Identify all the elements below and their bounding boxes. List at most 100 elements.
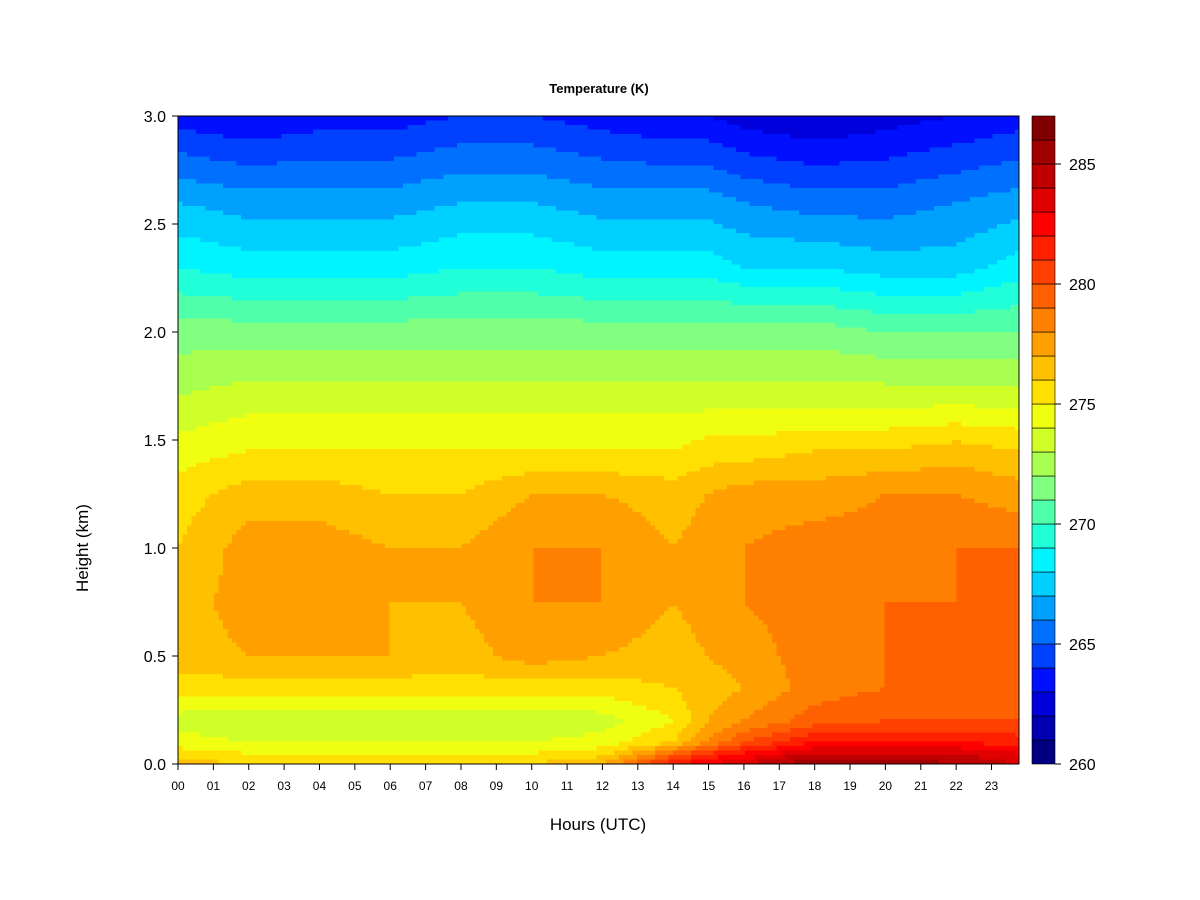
heatmap-cell bbox=[209, 462, 215, 468]
heatmap-cell bbox=[227, 714, 233, 720]
heatmap-cell bbox=[259, 683, 264, 688]
heatmap-cell bbox=[313, 453, 318, 459]
heatmap-cell bbox=[209, 390, 215, 396]
heatmap-cell bbox=[272, 530, 278, 535]
heatmap-cell bbox=[322, 201, 327, 207]
heatmap-cell bbox=[187, 242, 192, 247]
heatmap-cell bbox=[209, 152, 215, 157]
heatmap-cell bbox=[308, 363, 314, 369]
heatmap-cell bbox=[290, 219, 296, 225]
heatmap-cell bbox=[187, 444, 192, 450]
heatmap-cell bbox=[250, 134, 255, 139]
heatmap-cell bbox=[322, 341, 327, 346]
heatmap-cell bbox=[182, 165, 188, 171]
heatmap-cell bbox=[232, 548, 237, 553]
heatmap-cell bbox=[191, 354, 197, 360]
heatmap-cell bbox=[299, 669, 305, 675]
heatmap-cell bbox=[295, 548, 300, 553]
heatmap-cell bbox=[322, 179, 327, 184]
heatmap-cell bbox=[245, 552, 251, 558]
heatmap-cell bbox=[313, 611, 318, 616]
heatmap-cell bbox=[245, 413, 251, 418]
heatmap-cell bbox=[295, 678, 300, 684]
heatmap-cell bbox=[313, 647, 318, 652]
heatmap-cell bbox=[277, 431, 282, 436]
heatmap-cell bbox=[290, 584, 296, 589]
heatmap-cell bbox=[200, 192, 206, 198]
heatmap-cell bbox=[272, 701, 278, 706]
heatmap-cell bbox=[241, 597, 246, 603]
heatmap-cell bbox=[191, 296, 197, 301]
heatmap-cell bbox=[191, 687, 197, 693]
heatmap-cell bbox=[191, 449, 197, 454]
heatmap-cell bbox=[277, 561, 282, 567]
heatmap-cell bbox=[326, 516, 332, 522]
heatmap-cell bbox=[299, 174, 305, 180]
heatmap-cell bbox=[263, 593, 269, 598]
heatmap-cell bbox=[322, 138, 327, 144]
heatmap-cell bbox=[214, 354, 219, 360]
heatmap-cell bbox=[326, 579, 332, 585]
heatmap-cell bbox=[290, 435, 296, 441]
heatmap-cell bbox=[209, 683, 215, 688]
heatmap-cell bbox=[236, 624, 242, 630]
heatmap-cell bbox=[250, 179, 255, 184]
heatmap-cell bbox=[250, 300, 255, 306]
heatmap-cell bbox=[268, 296, 273, 301]
heatmap-cell bbox=[254, 435, 260, 441]
heatmap-cell bbox=[245, 192, 251, 198]
heatmap-cell bbox=[187, 129, 192, 135]
heatmap-cell bbox=[232, 552, 237, 558]
heatmap-cell bbox=[254, 458, 260, 463]
heatmap-cell bbox=[308, 255, 314, 261]
heatmap-cell bbox=[313, 633, 318, 639]
heatmap-cell bbox=[236, 471, 242, 477]
heatmap-cell bbox=[272, 741, 278, 747]
heatmap-cell bbox=[227, 377, 233, 382]
heatmap-cell bbox=[209, 161, 215, 166]
heatmap-cell bbox=[205, 336, 210, 342]
heatmap-cell bbox=[241, 611, 246, 616]
heatmap-cell bbox=[295, 521, 300, 526]
heatmap-cell bbox=[227, 597, 233, 603]
heatmap-cell bbox=[299, 152, 305, 157]
heatmap-cell bbox=[178, 615, 183, 621]
heatmap-cell bbox=[209, 746, 215, 751]
heatmap-cell bbox=[322, 498, 327, 504]
heatmap-cell bbox=[268, 611, 273, 616]
heatmap-cell bbox=[317, 269, 323, 274]
heatmap-cell bbox=[182, 233, 188, 238]
heatmap-cell bbox=[250, 620, 255, 625]
heatmap-cell bbox=[209, 422, 215, 427]
heatmap-cell bbox=[182, 386, 188, 391]
heatmap-cell bbox=[250, 710, 255, 715]
heatmap-cell bbox=[272, 345, 278, 351]
heatmap-cell bbox=[313, 606, 318, 612]
heatmap-cell bbox=[196, 444, 201, 450]
heatmap-cell bbox=[178, 255, 183, 261]
heatmap-cell bbox=[304, 188, 309, 193]
heatmap-cell bbox=[182, 368, 188, 373]
heatmap-cell bbox=[196, 651, 201, 657]
heatmap-cell bbox=[178, 539, 183, 544]
heatmap-cell bbox=[254, 701, 260, 706]
heatmap-cell bbox=[263, 669, 269, 675]
heatmap-cell bbox=[227, 498, 233, 504]
heatmap-cell bbox=[322, 228, 327, 234]
heatmap-cell bbox=[196, 336, 201, 342]
heatmap-cell bbox=[196, 287, 201, 292]
heatmap-cell bbox=[214, 305, 219, 310]
heatmap-cell bbox=[308, 138, 314, 144]
heatmap-cell bbox=[178, 179, 183, 184]
heatmap-cell bbox=[286, 687, 291, 693]
heatmap-cell bbox=[218, 363, 224, 369]
heatmap-cell bbox=[313, 314, 318, 319]
heatmap-cell bbox=[281, 701, 287, 706]
heatmap-cell bbox=[277, 138, 282, 144]
heatmap-cell bbox=[277, 543, 282, 549]
heatmap-cell bbox=[236, 390, 242, 396]
heatmap-cell bbox=[326, 345, 332, 351]
heatmap-cell bbox=[178, 683, 183, 688]
heatmap-cell bbox=[322, 692, 327, 697]
heatmap-cell bbox=[209, 377, 215, 382]
